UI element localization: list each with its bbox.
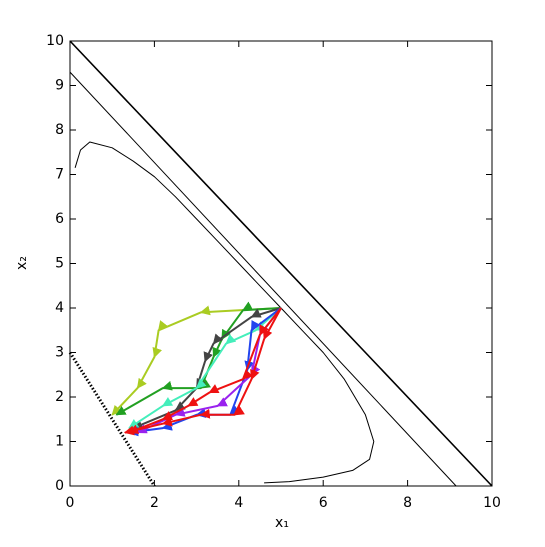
y-tick-label: 7 — [55, 167, 64, 183]
x-axis-label: x₁ — [275, 515, 289, 531]
y-tick-label: 0 — [55, 478, 64, 494]
x-tick-label: 2 — [150, 495, 159, 511]
x-tick-label: 4 — [234, 495, 243, 511]
y-tick-label: 10 — [46, 33, 64, 49]
line-series — [74, 141, 375, 484]
line-series — [69, 71, 457, 487]
y-tick-label: 3 — [55, 345, 64, 361]
x-tick-label: 8 — [403, 495, 412, 511]
y-tick-label: 4 — [55, 300, 64, 316]
y-tick-label: 5 — [55, 256, 64, 272]
y-tick-label: 9 — [55, 78, 64, 94]
y-tick-label: 2 — [55, 389, 64, 405]
y-tick-label: 8 — [55, 122, 64, 138]
x-tick-label: 0 — [66, 495, 75, 511]
x-tick-label: 6 — [319, 495, 328, 511]
y-tick-label: 6 — [55, 211, 64, 227]
y-tick-label: 1 — [55, 434, 64, 450]
x-tick-label: 10 — [483, 495, 501, 511]
line-series — [123, 307, 282, 436]
line-series — [111, 305, 282, 416]
y-axis-label: x₂ — [14, 256, 30, 270]
line-series — [69, 40, 493, 487]
